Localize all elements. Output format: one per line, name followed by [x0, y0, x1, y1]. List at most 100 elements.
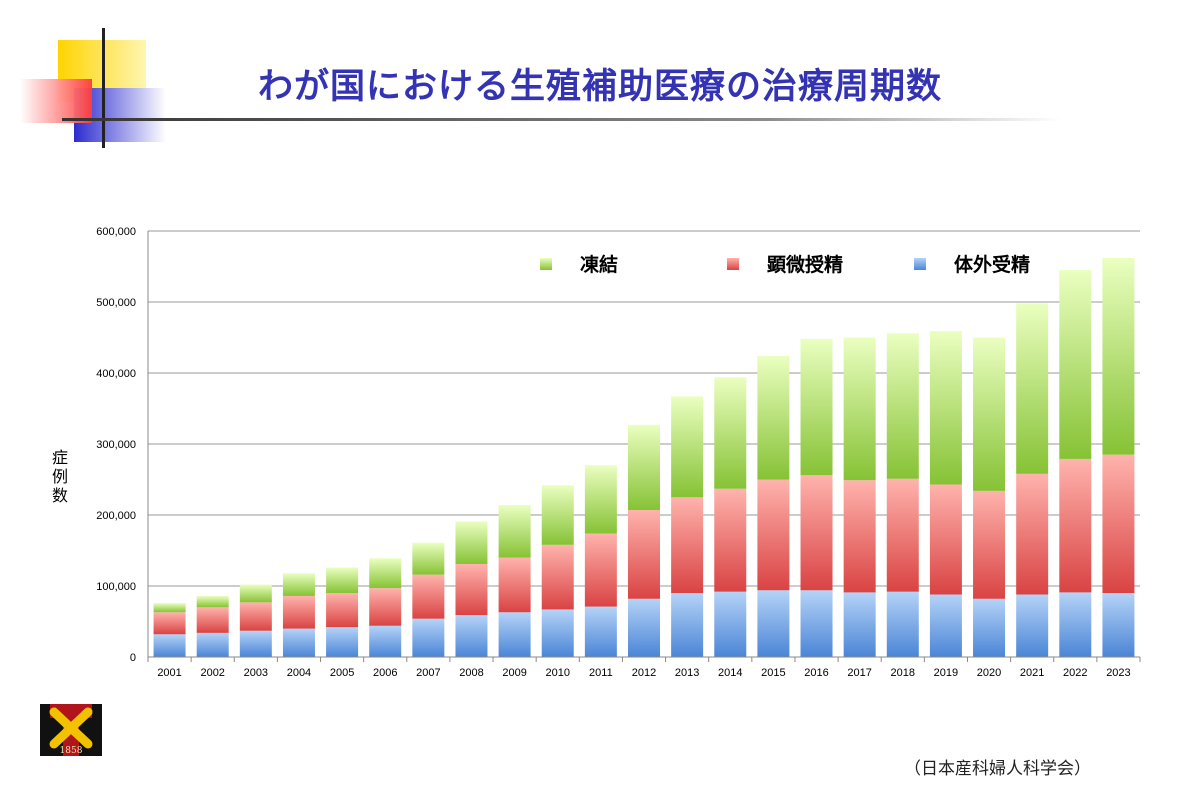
bar-segment	[412, 542, 445, 575]
x-tick-label: 2004	[287, 667, 311, 679]
bar-segment	[671, 497, 704, 594]
bar-segment	[1102, 593, 1135, 657]
x-tick-label: 2023	[1106, 667, 1130, 679]
bar-segment	[412, 618, 445, 657]
bar-segment	[196, 607, 229, 633]
x-tick-label: 2020	[977, 667, 1001, 679]
bar-segment	[498, 557, 531, 613]
bar-segment	[1102, 454, 1135, 594]
bar-segment	[1059, 592, 1092, 657]
bar-segment	[455, 521, 488, 564]
logo-year: 1858	[60, 746, 83, 756]
bar-segment	[326, 593, 359, 628]
y-axis-ticks: 0 100,000 200,000 300,000 400,000 500,000 600,…	[96, 226, 136, 664]
y-tick-label: 100,000	[96, 581, 136, 593]
bar-segment	[1016, 473, 1049, 595]
x-tick-label: 2018	[891, 667, 915, 679]
y-tick-label: 200,000	[96, 510, 136, 522]
x-tick-label: 2021	[1020, 667, 1044, 679]
y-tick-label: 500,000	[96, 297, 136, 309]
bar-segment	[886, 591, 919, 657]
bar-segment	[843, 592, 876, 657]
bar-segment	[628, 598, 660, 657]
bar-segment	[843, 480, 876, 593]
bar-segment	[929, 331, 962, 485]
legend-swatch	[727, 258, 739, 270]
x-tick-label: 2010	[545, 667, 569, 679]
bar-segment	[1016, 303, 1049, 474]
bar-segment	[886, 478, 919, 592]
x-tick-label: 2012	[632, 667, 656, 679]
x-tick-label: 2015	[761, 667, 785, 679]
x-tick-label: 2017	[847, 667, 871, 679]
bar-segment	[800, 475, 833, 591]
bar-segment	[757, 590, 790, 657]
y-tick-label: 600,000	[96, 226, 136, 238]
bar-segment	[369, 588, 402, 626]
bar-segment	[584, 533, 617, 607]
bar-segment	[196, 632, 229, 657]
bar-segment	[282, 573, 315, 596]
bar-segment	[455, 563, 488, 616]
society-logo: 1858	[40, 704, 102, 756]
legend-swatch	[540, 258, 552, 270]
bar-segment	[714, 488, 747, 592]
bar-segment	[929, 594, 962, 657]
bar-segment	[843, 337, 876, 481]
bar-segment	[239, 602, 272, 631]
x-axis-ticks: 2001 2002 2003 2004 2005 2006 2007 2008 2009 2010…	[157, 657, 1141, 679]
legend: 凍結 顕微授精 体外受精	[540, 253, 1030, 276]
bar-segment	[1102, 257, 1135, 455]
page-title: わが国における生殖補助医療の治療周期数	[257, 67, 942, 107]
bar-segment	[584, 465, 617, 534]
bar-segment	[628, 424, 660, 511]
x-tick-label: 2003	[244, 667, 268, 679]
deco-horizontal-line	[62, 118, 1062, 121]
bar-segment	[1059, 270, 1092, 459]
bar-segment	[1016, 594, 1049, 657]
x-tick-label: 2016	[804, 667, 828, 679]
bar-segment	[628, 510, 660, 599]
bars	[153, 257, 1135, 657]
bar-segment	[1059, 458, 1092, 593]
bar-segment	[326, 627, 359, 657]
bar-segment	[886, 333, 919, 479]
legend-label: 顕微授精	[767, 253, 843, 276]
y-axis-label: 症 例 数	[48, 448, 72, 505]
bar-segment	[929, 484, 962, 595]
bar-segment	[757, 355, 790, 480]
y-tick-label: 0	[130, 652, 136, 664]
bar-segment	[671, 593, 704, 657]
deco-vertical-line	[102, 28, 105, 148]
bar-segment	[498, 505, 531, 558]
bar-segment	[455, 615, 488, 657]
bar-segment	[714, 377, 747, 489]
legend-label: 体外受精	[954, 253, 1030, 276]
legend-swatch	[914, 258, 926, 270]
bar-segment	[498, 612, 531, 657]
bar-segment	[800, 590, 833, 657]
y-axis-label-char: 数	[51, 486, 68, 505]
bar-segment	[541, 485, 574, 545]
bar-segment	[196, 595, 229, 608]
bar-segment	[584, 606, 617, 657]
bar-segment	[326, 567, 359, 594]
bar-segment	[973, 337, 1006, 491]
y-axis-label-char: 症	[51, 448, 68, 467]
title-decoration	[20, 28, 1062, 148]
legend-label: 凍結	[580, 253, 618, 276]
bar-segment	[153, 603, 186, 613]
y-tick-label: 400,000	[96, 368, 136, 380]
x-tick-label: 2011	[589, 667, 613, 679]
x-tick-label: 2008	[459, 667, 483, 679]
x-tick-label: 2022	[1063, 667, 1087, 679]
bar-segment	[671, 396, 704, 498]
bar-segment	[541, 609, 574, 657]
bar-segment	[412, 574, 445, 619]
bar-segment	[757, 479, 790, 591]
bar-segment	[282, 628, 315, 657]
bar-segment	[973, 490, 1006, 599]
bar-segment	[239, 584, 272, 603]
x-tick-label: 2005	[330, 667, 354, 679]
